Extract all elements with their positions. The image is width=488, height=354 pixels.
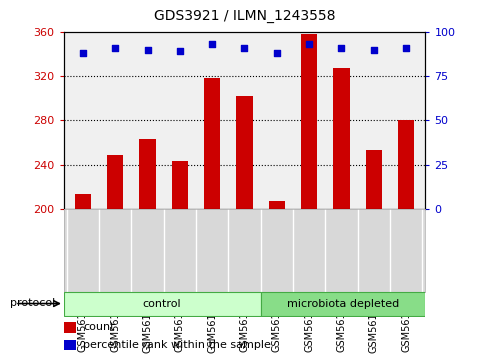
Point [401,45,409,51]
Bar [365,150,381,209]
Point [337,45,345,51]
Bar [203,78,220,209]
Text: GDS3921 / ILMN_1243558: GDS3921 / ILMN_1243558 [153,9,335,23]
Point [79,50,87,56]
Bar [171,161,187,209]
Bar [301,34,317,209]
Bar [333,68,349,209]
Bar [75,194,91,209]
Point [143,47,151,52]
Text: percentile rank within the sample: percentile rank within the sample [83,340,271,350]
Text: protocol: protocol [10,298,55,308]
Text: control: control [142,298,181,309]
FancyBboxPatch shape [260,292,425,315]
Bar [63,322,76,333]
Point [208,41,216,47]
Point [111,45,119,51]
Bar [63,340,76,350]
Point [240,45,248,51]
Bar [139,139,155,209]
Point [272,50,280,56]
FancyBboxPatch shape [63,292,260,315]
Text: count: count [83,322,115,332]
Bar [397,120,413,209]
Bar [268,201,285,209]
Bar [107,155,123,209]
Point [305,41,312,47]
Bar [236,96,252,209]
Point [176,48,183,54]
Point [369,47,377,52]
Text: microbiota depleted: microbiota depleted [286,298,398,309]
